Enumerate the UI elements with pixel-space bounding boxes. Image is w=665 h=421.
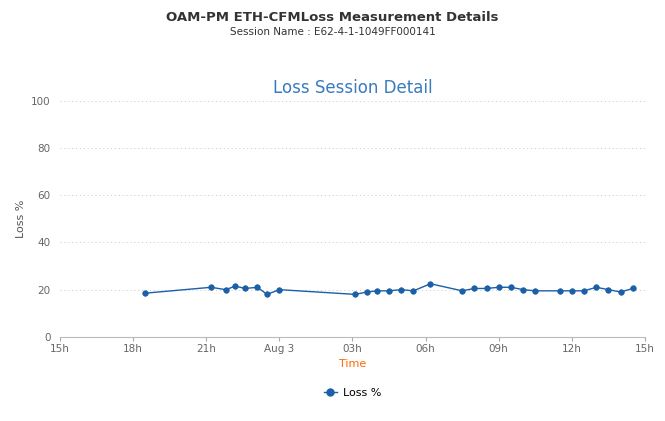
X-axis label: Time: Time: [339, 359, 366, 369]
Y-axis label: Loss %: Loss %: [16, 200, 26, 238]
Title: Loss Session Detail: Loss Session Detail: [273, 79, 432, 97]
Legend: Loss %: Loss %: [319, 383, 386, 402]
Text: OAM-PM ETH-CFMLoss Measurement Details: OAM-PM ETH-CFMLoss Measurement Details: [166, 11, 499, 24]
Text: Session Name : E62-4-1-1049FF000141: Session Name : E62-4-1-1049FF000141: [229, 27, 436, 37]
